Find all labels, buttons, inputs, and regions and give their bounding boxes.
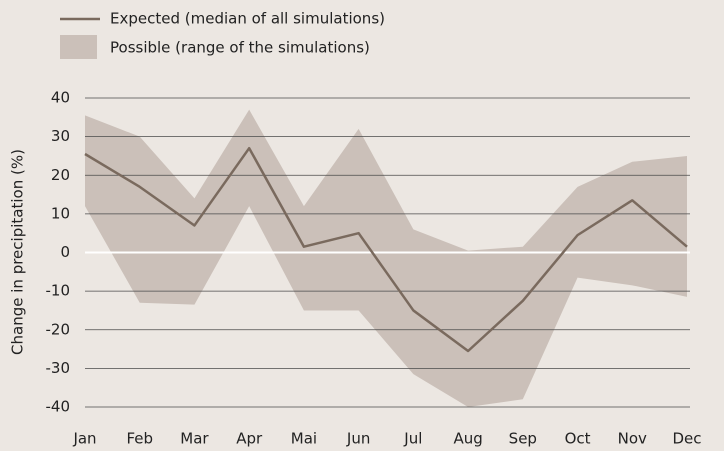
y-tick-label: -30 — [46, 359, 71, 377]
x-tick-label: Sep — [509, 430, 537, 448]
x-tick-label: Jul — [403, 430, 422, 448]
y-tick-label: -40 — [46, 398, 71, 416]
x-tick-label: Oct — [565, 430, 591, 448]
legend-label: Expected (median of all simulations) — [110, 10, 385, 28]
x-tick-label: Apr — [236, 430, 263, 448]
y-tick-label: 30 — [51, 127, 70, 145]
x-tick-label: Feb — [126, 430, 153, 448]
x-tick-label: Nov — [618, 430, 647, 448]
y-tick-label: 20 — [51, 166, 70, 184]
y-tick-label: 40 — [51, 89, 70, 107]
x-tick-label: Mar — [180, 430, 209, 448]
x-tick-label: Mai — [291, 430, 317, 448]
x-tick-label: Aug — [453, 430, 482, 448]
x-tick-label: Dec — [672, 430, 701, 448]
x-tick-label: Jan — [72, 430, 96, 448]
x-tick-label: Jun — [346, 430, 370, 448]
y-tick-label: 0 — [60, 243, 70, 261]
legend-swatch — [60, 35, 97, 59]
y-axis-label: Change in precipitation (%) — [9, 149, 27, 355]
median-line — [84, 146, 688, 353]
y-tick-label: -10 — [46, 282, 71, 300]
range-band — [85, 109, 687, 408]
y-tick-label: 10 — [51, 204, 70, 222]
y-tick-label: -20 — [46, 320, 71, 338]
legend-label: Possible (range of the simulations) — [110, 39, 370, 57]
